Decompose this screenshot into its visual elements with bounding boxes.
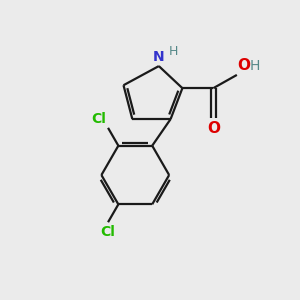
Text: O: O (207, 121, 220, 136)
Text: Cl: Cl (92, 112, 106, 126)
Text: O: O (238, 58, 250, 74)
Text: Cl: Cl (100, 225, 116, 238)
Text: H: H (169, 45, 178, 58)
Text: N: N (153, 50, 165, 64)
Text: H: H (249, 59, 260, 74)
